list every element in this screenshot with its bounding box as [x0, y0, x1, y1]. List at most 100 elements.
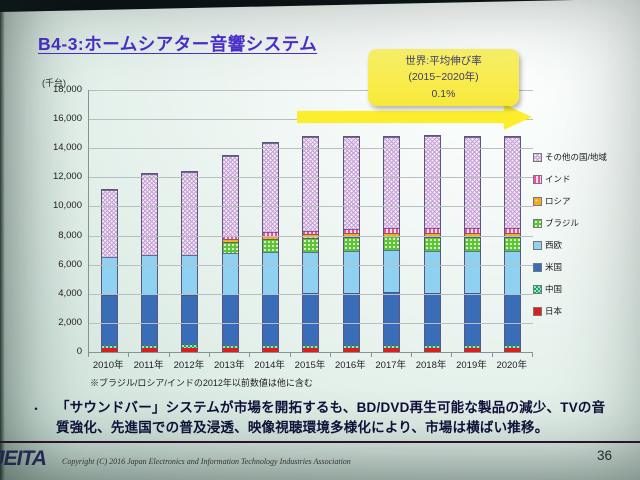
segment-china — [142, 344, 158, 348]
legend-marker-other-icon — [533, 152, 542, 162]
segment-japan — [384, 348, 400, 352]
x-axis-tick — [289, 353, 291, 357]
segment-other — [343, 136, 359, 230]
segment-china — [343, 344, 359, 349]
legend-item-russia: ロシア — [533, 195, 607, 207]
y-tick-label: 2,000 — [58, 316, 82, 328]
segment-russia — [343, 233, 359, 238]
segment-india — [303, 230, 319, 235]
segment-russia — [384, 232, 400, 237]
gridline — [89, 177, 533, 179]
segment-weu — [182, 255, 198, 295]
x-tick-label: 2010年 — [92, 360, 124, 371]
segment-russia — [464, 232, 480, 238]
segment-japan — [424, 348, 440, 352]
page-number: 36 — [597, 448, 613, 463]
segment-other — [424, 135, 440, 229]
segment-japan — [303, 348, 319, 352]
y-tick-label: 6,000 — [58, 258, 82, 270]
segment-china — [424, 344, 440, 349]
segment-weu — [384, 250, 400, 293]
gridline — [89, 148, 533, 150]
copyright-text: Copyright (C) 2016 Japan Electronics and… — [62, 457, 351, 466]
segment-usa — [101, 294, 117, 346]
x-tick-label: 2015年 — [294, 360, 326, 371]
bar-slot — [452, 135, 492, 352]
legend-marker-brazil-icon — [533, 218, 542, 228]
segment-china — [222, 344, 238, 349]
segment-japan — [343, 348, 359, 352]
segment-usa — [384, 292, 400, 345]
segment-other — [263, 143, 279, 232]
y-tick-label: 16,000 — [52, 113, 82, 125]
legend-item-brazil: ブラジル — [533, 217, 607, 229]
legend-item-china: 中国 — [533, 283, 607, 295]
segment-brazil — [384, 236, 400, 251]
x-tick-label: 2013年 — [213, 360, 245, 371]
segment-other — [303, 137, 319, 231]
jeita-logo: JEITA — [0, 447, 47, 470]
bar-2016年 — [342, 135, 360, 352]
plot-area — [88, 90, 533, 353]
legend-label: インド — [545, 174, 571, 184]
bar-2018年 — [423, 134, 441, 352]
legend-marker-india-icon — [533, 174, 542, 184]
bar-2010年 — [100, 189, 118, 352]
bar-2011年 — [141, 172, 159, 352]
legend-item-india: インド — [533, 173, 607, 185]
x-tick-label: 2016年 — [335, 360, 366, 371]
x-tick-label: 2011年 — [133, 360, 164, 371]
legend-item-other: その他の国/地域 — [533, 151, 607, 163]
slide-title: B4-3:ホームシアター音響システム — [38, 34, 318, 54]
legend-label: ブラジル — [545, 218, 579, 228]
segment-other — [222, 155, 238, 236]
x-axis-labels: 2010年 2011年 2012年 2013年 2014年 2015年 2016年 2017年… — [88, 357, 532, 371]
legend-item-usa: 米国 — [533, 261, 607, 273]
segment-japan — [464, 348, 480, 352]
segment-other — [384, 136, 400, 229]
segment-japan — [263, 348, 279, 352]
x-tick-label: 2012年 — [173, 360, 205, 371]
segment-china — [182, 344, 198, 349]
segment-china — [505, 344, 521, 349]
segment-japan — [222, 348, 238, 352]
segment-usa — [182, 294, 198, 345]
segment-india — [343, 229, 359, 234]
segment-russia — [505, 232, 521, 238]
segment-weu — [101, 256, 117, 295]
bar-slot — [170, 171, 210, 352]
legend-marker-weu-icon — [533, 240, 542, 250]
segment-china — [384, 344, 400, 349]
x-axis-tick — [451, 353, 453, 357]
segment-china — [303, 344, 319, 349]
segment-china — [464, 344, 480, 349]
segment-other — [505, 136, 521, 229]
segment-other — [142, 173, 158, 255]
segment-usa — [303, 293, 319, 345]
bullet-marker-icon: ・ — [30, 402, 43, 416]
segment-weu — [303, 251, 319, 294]
growth-rate-callout: 世界:平均伸び率 (2015~2020年) 0.1% — [368, 49, 519, 106]
legend-label: 西欧 — [545, 240, 563, 250]
x-axis-tick — [128, 353, 130, 357]
gridline — [89, 293, 533, 295]
callout-line3: 0.1% — [431, 87, 456, 100]
footnote: ※ブラジル/ロシア/インドの2012年以前数値は他に含む — [90, 378, 313, 388]
segment-weu — [222, 253, 238, 294]
bar-2020年 — [504, 135, 522, 352]
segment-india — [384, 228, 400, 233]
legend-marker-russia-icon — [533, 196, 542, 206]
legend-label: 米国 — [545, 262, 563, 272]
bar-slot — [250, 142, 290, 352]
y-tick-label: 14,000 — [52, 142, 82, 154]
x-axis-tick — [168, 353, 170, 357]
x-axis-tick — [88, 353, 89, 357]
x-axis-tick — [532, 353, 533, 357]
segment-weu — [343, 250, 359, 294]
segment-japan — [182, 348, 198, 352]
segment-weu — [505, 250, 521, 294]
gridline — [89, 322, 533, 324]
segment-brazil — [424, 237, 440, 251]
segment-brazil — [505, 237, 521, 251]
